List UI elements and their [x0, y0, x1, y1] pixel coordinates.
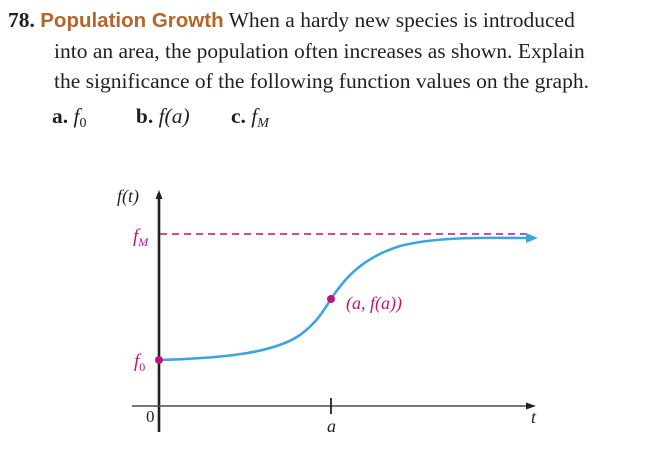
problem-line-1: 78. Population Growth When a hardy new s…	[8, 5, 656, 36]
tick-a-label: a	[327, 416, 336, 436]
inflection-point	[327, 295, 335, 303]
f0-label: f0	[134, 351, 145, 374]
problem-text-2: into an area, the population often incre…	[54, 39, 585, 63]
part-c: c. fM	[231, 104, 269, 131]
problem-statement: 78. Population Growth When a hardy new s…	[8, 5, 656, 96]
problem-number: 78.	[8, 8, 35, 32]
problem-text-3: the significance of the following functi…	[54, 69, 589, 93]
part-b: b. f(a)	[135, 104, 190, 128]
x-axis-arrow-icon	[526, 402, 536, 410]
f0-point	[155, 356, 163, 364]
origin-label: 0	[146, 407, 155, 426]
y-axis-label: f(t)	[117, 186, 139, 207]
problem-title: Population Growth	[40, 9, 224, 32]
part-a: a. f0	[52, 104, 87, 131]
fM-label: fM	[133, 226, 149, 249]
point-label: (a, f(a))	[346, 293, 402, 314]
problem-text-1: When a hardy new species is introduced	[223, 8, 575, 32]
y-axis-arrow-icon	[155, 190, 163, 199]
curve-arrow-icon	[526, 233, 538, 243]
problem-parts: a. f0 b. f(a) c. fM	[52, 104, 305, 132]
x-axis-label: t	[531, 407, 537, 427]
population-curve	[158, 236, 529, 362]
